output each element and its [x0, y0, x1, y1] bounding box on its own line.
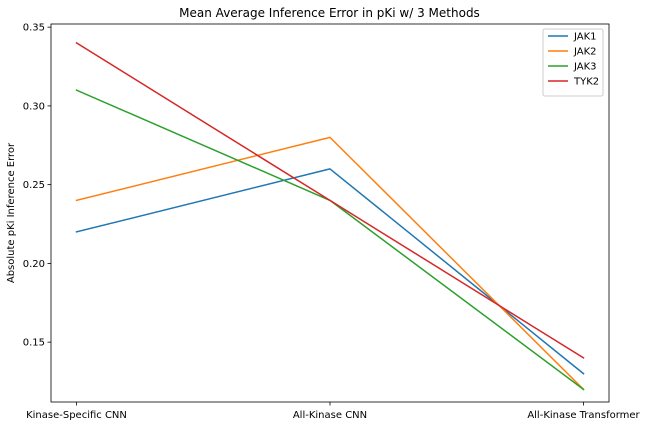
series-line-jak3 — [75, 89, 585, 391]
legend-label-tyk2: TYK2 — [573, 77, 599, 88]
series-layer — [75, 41, 585, 391]
series-line-tyk2 — [75, 41, 585, 359]
series-line-jak2 — [75, 136, 585, 391]
legend-box — [542, 28, 604, 97]
x-tick-label: All-Kinase CNN — [293, 410, 367, 421]
y-tick-label: 0.20 — [23, 259, 45, 270]
chart-title: Mean Average Inference Error in pKi w/ 3… — [179, 6, 480, 20]
legend: JAK1 JAK2 JAK3 TYK2 — [542, 28, 604, 97]
y-tick-label: 0.35 — [23, 23, 45, 34]
x-tick-label: All-Kinase Transformer — [527, 410, 640, 421]
y-tick-label: 0.15 — [23, 338, 45, 349]
legend-label-jak3: JAK3 — [573, 62, 597, 73]
legend-label-jak2: JAK2 — [573, 47, 597, 58]
legend-label-jak1: JAK1 — [573, 32, 597, 43]
y-tick-label: 0.30 — [23, 101, 45, 112]
x-tick-label: Kinase-Specific CNN — [26, 410, 127, 421]
axes-layer: 0.15 0.20 0.25 0.30 0.35 Kinase-Specific CNN A… — [23, 23, 641, 421]
y-axis-label: Absolute pKi Inference Error — [6, 142, 17, 283]
y-tick-label: 0.25 — [23, 180, 45, 191]
